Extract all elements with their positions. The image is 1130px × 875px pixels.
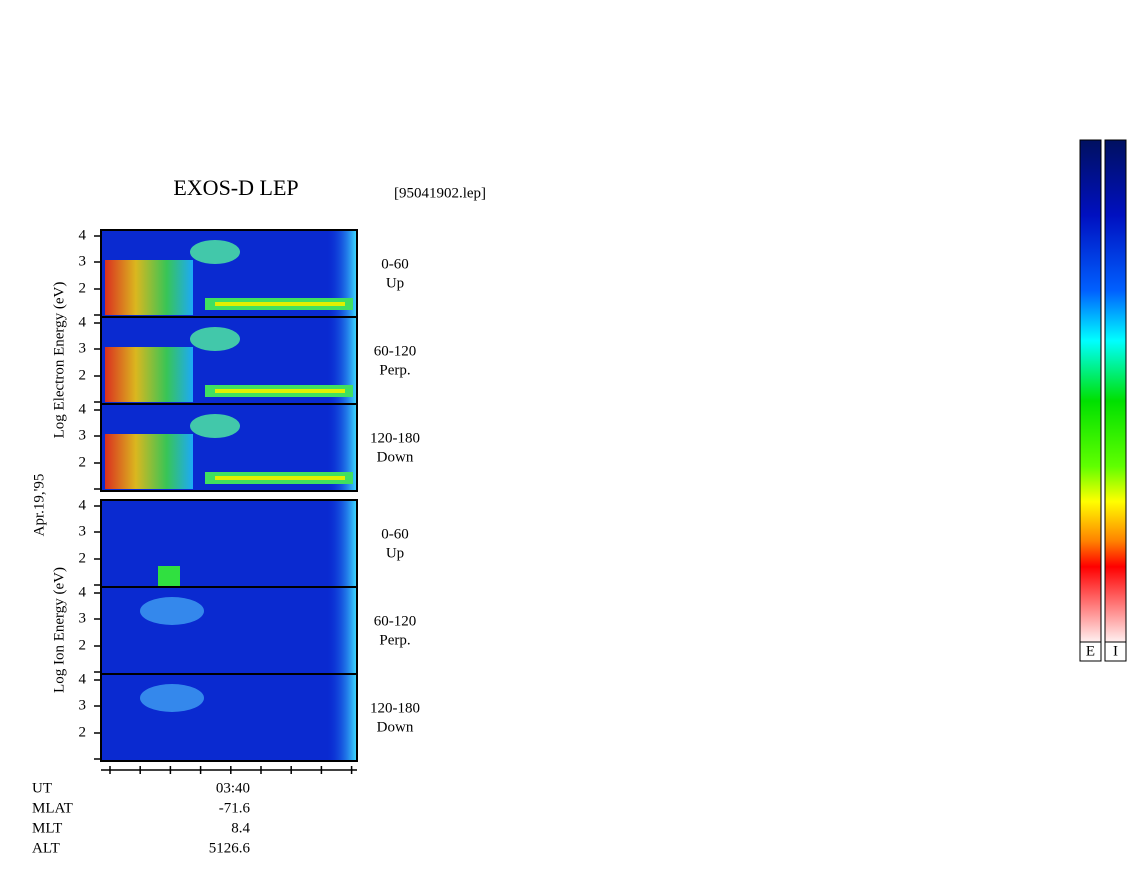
y-tick-label: 2 <box>79 454 87 470</box>
spectrogram-low-band-core <box>215 302 345 306</box>
direction-label: Down <box>377 449 414 465</box>
panel-frame <box>100 673 358 762</box>
spectrogram-blob <box>158 566 180 586</box>
y-tick-label: 4 <box>79 227 87 243</box>
direction-label: Up <box>386 275 404 291</box>
y-tick-label: 4 <box>79 314 87 330</box>
date: Apr.19,'95 <box>31 474 47 537</box>
footer-label: MLT <box>32 820 62 836</box>
direction-label: Up <box>386 545 404 561</box>
y-tick-label: 3 <box>79 610 87 626</box>
angle-label: 0-60 <box>381 256 409 272</box>
footer-label: MLAT <box>32 800 73 816</box>
y-tick-label: 3 <box>79 253 87 269</box>
spectrogram-blob <box>190 414 240 438</box>
ion-axis-label: Log Ion Energy (eV) <box>51 567 67 693</box>
panels: 4 3 2 0-60 Up 4 3 2 60-120 Perp. 4 3 2 120-180 Down 4 3 2… <box>79 227 420 762</box>
spectrogram-blob <box>190 240 240 264</box>
angle-label: 120-180 <box>370 700 420 716</box>
y-tick-label: 2 <box>79 280 87 296</box>
y-tick-label: 2 <box>79 550 87 566</box>
footer-value: 8.4 <box>231 820 250 836</box>
colorbar-label-box <box>1079 641 1102 662</box>
direction-label: Perp. <box>379 632 410 648</box>
footer: UT 03:40 MLAT -71.6 MLT 8.4 ALT 5126.6 <box>32 780 251 856</box>
spectrogram-hot-band <box>105 347 193 402</box>
direction-label: Down <box>377 719 414 735</box>
y-tick-label: 4 <box>79 671 87 687</box>
direction-label: Perp. <box>379 362 410 378</box>
spectrogram-background <box>101 587 357 674</box>
spectrogram-background <box>101 500 357 587</box>
colorbar-label-box <box>1104 641 1127 662</box>
y-tick-label: 4 <box>79 401 87 417</box>
y-tick-label: 3 <box>79 523 87 539</box>
angle-label: 0-60 <box>381 526 409 542</box>
colorbar-label: I <box>1113 643 1118 659</box>
angle-label: 60-120 <box>374 343 417 359</box>
y-tick-label: 4 <box>79 497 87 513</box>
y-tick-label: 3 <box>79 340 87 356</box>
y-tick-label: 3 <box>79 697 87 713</box>
spectrogram-low-band-core <box>215 389 345 393</box>
spectrogram-hot-band <box>105 434 193 489</box>
x-axis <box>101 766 357 774</box>
title: EXOS-D LEP <box>173 175 298 200</box>
y-tick-label: 4 <box>79 584 87 600</box>
spectrogram-background <box>101 674 357 761</box>
panel-frame <box>100 403 358 492</box>
footer-value: 03:40 <box>216 780 250 796</box>
colorbar-label: E <box>1086 643 1095 659</box>
spectrogram-edge <box>327 500 357 587</box>
angle-label: 60-120 <box>374 613 417 629</box>
y-tick-label: 2 <box>79 724 87 740</box>
y-tick-label: 3 <box>79 427 87 443</box>
y-tick-label: 2 <box>79 637 87 653</box>
footer-value: 5126.6 <box>209 840 251 856</box>
spectrogram-edge <box>327 674 357 761</box>
spectrogram-blob <box>190 327 240 351</box>
spectrogram-low-band-core <box>215 476 345 480</box>
spectrogram-blob <box>140 684 204 712</box>
footer-value: -71.6 <box>219 800 251 816</box>
angle-label: 120-180 <box>370 430 420 446</box>
y-tick-label: 2 <box>79 367 87 383</box>
electron-axis-label: Log Electron Energy (eV) <box>51 282 67 439</box>
spectrogram-edge <box>327 587 357 674</box>
spectrogram-blob <box>140 597 204 625</box>
colorbar <box>1104 139 1127 643</box>
colorbar <box>1079 139 1102 643</box>
file-name: [95041902.lep] <box>394 185 486 201</box>
spectrogram-hot-band <box>105 260 193 315</box>
footer-label: ALT <box>32 840 60 856</box>
footer-label: UT <box>32 780 52 796</box>
